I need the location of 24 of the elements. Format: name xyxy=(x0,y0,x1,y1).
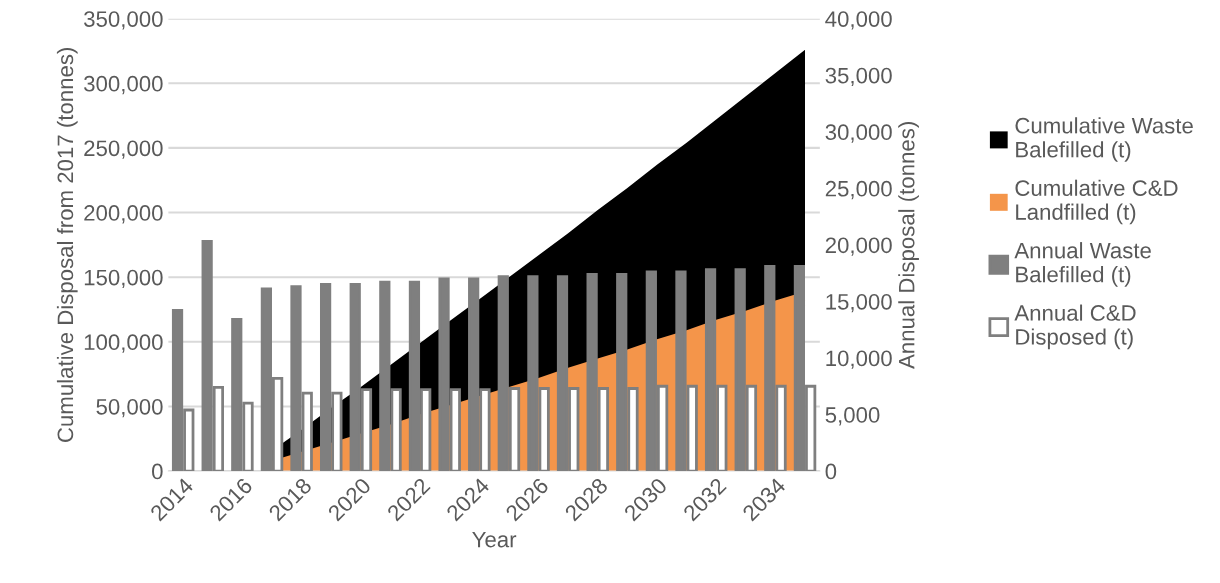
y-axis-title: Cumulative Disposal from 2017 (tonnes) xyxy=(56,47,78,442)
y-tick-label: 0 xyxy=(152,463,163,480)
y-tick-label: 50,000 xyxy=(96,398,163,418)
y-tick-label: 150,000 xyxy=(84,269,163,289)
y2-tick-label: 40,000 xyxy=(825,11,892,30)
legend-label: Annual Waste Balefilled (t) xyxy=(1014,242,1151,287)
y-tick-label: 300,000 xyxy=(84,75,163,95)
legend-label: Cumulative C&D Landfilled (t) xyxy=(1015,179,1178,225)
y-tick-label: 200,000 xyxy=(84,205,163,224)
y-tick-label: 100,000 xyxy=(84,334,163,353)
y2-tick-label: 10,000 xyxy=(826,350,892,369)
legend-label: Cumulative Waste Balefilled (t) xyxy=(1015,117,1193,162)
y2-tick-label: 15,000 xyxy=(826,293,892,313)
y2-tick-label: 25,000 xyxy=(825,180,892,200)
y2-axis-title: Annual Disposal (tonnes) xyxy=(898,122,919,369)
y2-tick-label: 0 xyxy=(825,463,837,480)
legend-label: Annual C&D Disposed (t) xyxy=(1014,304,1136,350)
y2-tick-label: 5,000 xyxy=(825,407,880,426)
y2-tick-label: 30,000 xyxy=(825,124,892,143)
x-axis-title: Year xyxy=(472,531,517,548)
y-tick-label: 350,000 xyxy=(84,11,163,30)
y2-tick-label: 35,000 xyxy=(825,67,892,87)
y-tick-label: 250,000 xyxy=(84,140,163,159)
y2-tick-label: 20,000 xyxy=(825,237,892,256)
